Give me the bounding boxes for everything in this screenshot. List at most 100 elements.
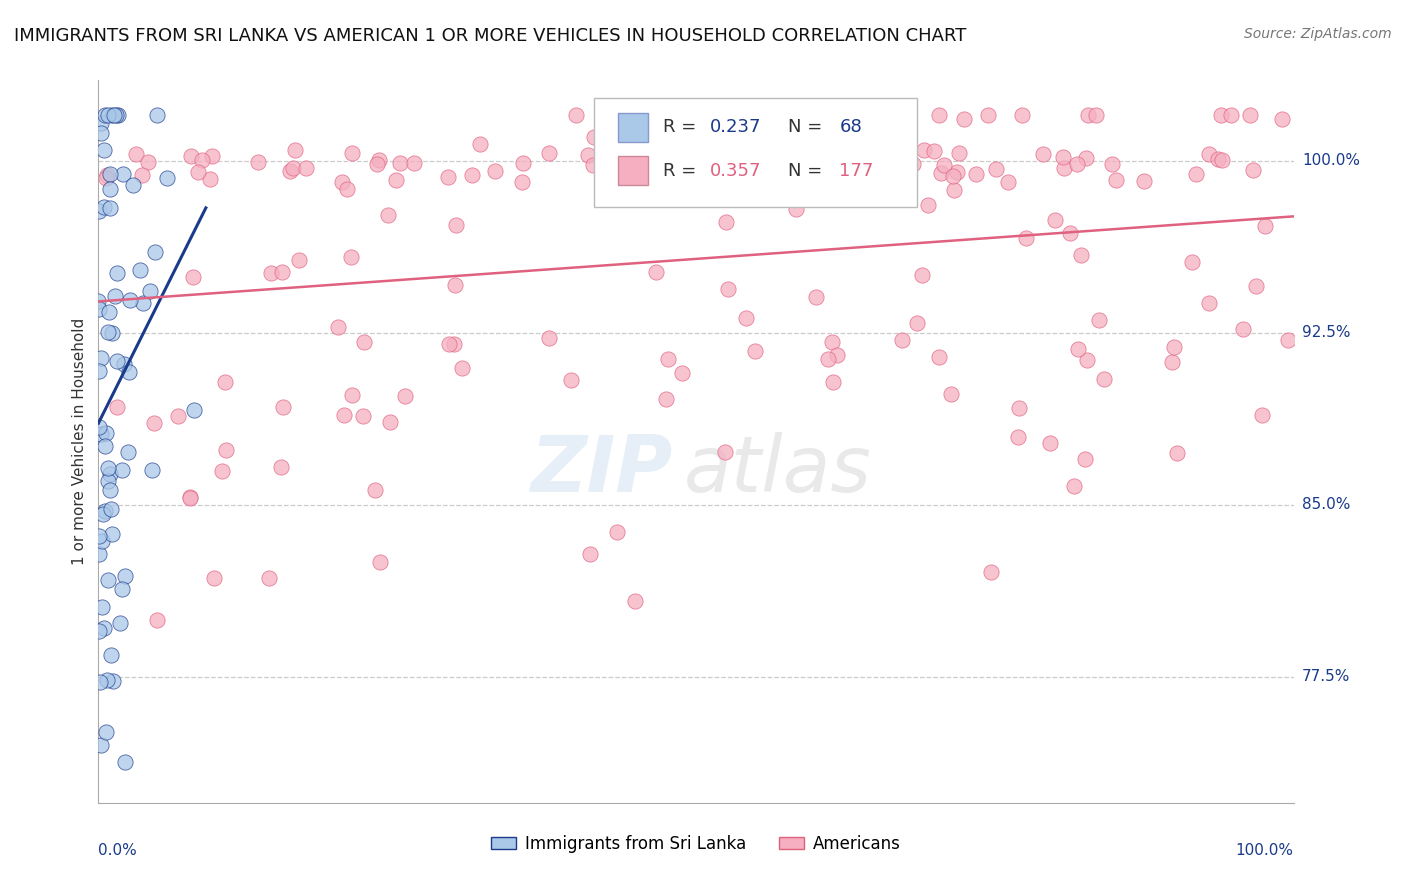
Point [136, 154, 159, 169]
Point [93, 200, 115, 214]
Point [749, 169, 772, 184]
Point [1166, 446, 1188, 460]
Point [817, 352, 839, 367]
Point [103, 108, 125, 122]
Text: atlas: atlas [685, 433, 872, 508]
Text: 100.0%: 100.0% [1302, 153, 1360, 168]
Point [1251, 409, 1274, 423]
Point [87, 364, 110, 378]
Point [117, 445, 139, 459]
Point [997, 175, 1019, 189]
Text: 100.0%: 100.0% [1236, 843, 1294, 857]
Point [368, 153, 391, 168]
Point [1271, 112, 1294, 127]
Point [94, 439, 117, 453]
Point [932, 158, 955, 172]
Point [468, 136, 491, 151]
Point [93, 621, 115, 635]
Point [579, 547, 602, 561]
Point [143, 417, 166, 431]
Point [98, 167, 121, 181]
Point [848, 156, 870, 170]
Point [853, 130, 876, 145]
Point [93, 504, 115, 518]
Point [1211, 153, 1233, 167]
Point [187, 165, 209, 179]
Point [565, 108, 588, 122]
Point [538, 331, 561, 345]
Point [96, 169, 118, 183]
Point [644, 265, 666, 279]
Point [87, 548, 110, 562]
Point [1011, 108, 1033, 122]
Point [1133, 174, 1156, 188]
Point [90, 126, 112, 140]
Point [1059, 226, 1081, 240]
Point [655, 392, 678, 406]
Point [1239, 108, 1261, 122]
Point [118, 365, 141, 379]
Point [98, 467, 121, 482]
Point [328, 319, 350, 334]
Point [444, 277, 467, 292]
Point [104, 108, 127, 122]
Point [744, 343, 766, 358]
Point [101, 673, 124, 688]
Point [353, 335, 375, 350]
Point [340, 387, 363, 401]
Point [624, 594, 647, 608]
Point [105, 400, 128, 414]
Point [105, 354, 128, 368]
Point [271, 265, 294, 279]
Point [1085, 108, 1108, 122]
Point [922, 144, 945, 158]
Point [143, 244, 166, 259]
Point [1077, 108, 1099, 122]
Point [100, 527, 122, 541]
Point [87, 301, 110, 316]
Point [378, 416, 401, 430]
Point [1092, 371, 1115, 385]
Point [340, 250, 363, 264]
Point [1206, 152, 1229, 166]
Point [1088, 313, 1111, 327]
Point [90, 534, 112, 549]
Point [747, 108, 769, 122]
Point [118, 293, 141, 307]
Point [948, 146, 970, 161]
Point [125, 147, 148, 161]
Point [785, 202, 807, 216]
Text: ZIP: ZIP [530, 433, 672, 508]
Point [89, 528, 111, 542]
FancyBboxPatch shape [595, 98, 917, 207]
Point [738, 170, 761, 185]
Point [1066, 157, 1088, 171]
Point [139, 284, 162, 298]
Text: N =: N = [787, 161, 828, 179]
Text: 0.0%: 0.0% [98, 843, 138, 857]
Text: 177: 177 [839, 161, 873, 179]
Point [1209, 108, 1232, 122]
Point [295, 161, 318, 176]
Point [650, 159, 672, 173]
Point [368, 555, 391, 569]
Point [100, 648, 122, 662]
Point [91, 507, 114, 521]
Point [270, 459, 292, 474]
Point [211, 464, 233, 478]
Point [704, 157, 727, 171]
Point [444, 218, 467, 232]
Point [96, 673, 118, 687]
Point [105, 266, 128, 280]
Point [94, 108, 117, 122]
Point [823, 375, 845, 389]
Point [1198, 146, 1220, 161]
Point [1067, 343, 1090, 357]
Point [96, 170, 118, 185]
Point [825, 348, 848, 362]
Point [97, 574, 120, 588]
Point [100, 326, 122, 340]
Point [121, 178, 143, 192]
Point [657, 352, 679, 367]
Point [939, 387, 962, 401]
